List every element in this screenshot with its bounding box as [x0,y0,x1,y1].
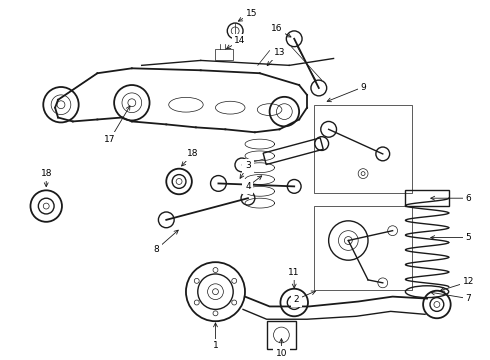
Text: 18: 18 [41,169,52,178]
Text: 8: 8 [153,245,159,254]
Text: 3: 3 [245,161,251,170]
Text: 7: 7 [466,294,471,303]
Text: 17: 17 [104,135,116,144]
Text: 18: 18 [187,149,198,158]
Bar [267,321,296,349]
Text: 5: 5 [466,233,471,242]
Text: 4: 4 [245,182,251,191]
Text: 12: 12 [463,277,474,286]
Text: 9: 9 [360,82,366,91]
Bar [216,49,233,60]
Text: 10: 10 [276,349,287,358]
Text: 11: 11 [289,269,300,278]
Text: 2: 2 [294,295,299,304]
Text: 15: 15 [246,9,258,18]
Bar [314,105,412,193]
Text: 13: 13 [274,48,285,57]
Text: 1: 1 [213,341,219,350]
Text: 14: 14 [234,36,246,45]
Bar [314,206,412,290]
Bar [405,190,449,206]
Text: 6: 6 [466,194,471,203]
Text: 16: 16 [271,24,282,33]
